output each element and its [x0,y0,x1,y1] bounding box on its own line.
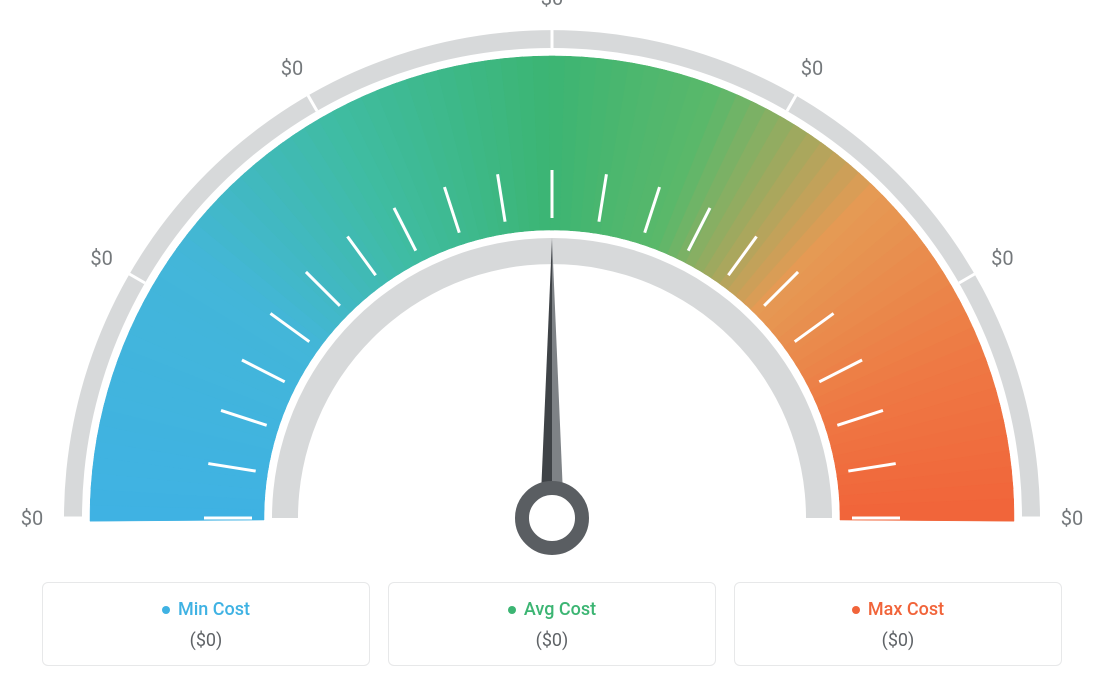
gauge-tick-label: $0 [21,506,43,530]
gauge-chart-container: $0 $0 $0 $0 $0 $0 $0 Min Cost ($0) Avg Cost ($… [0,0,1104,690]
legend-box-avg: Avg Cost ($0) [388,582,716,667]
gauge-tick-label: $0 [801,56,823,80]
legend-dot-min [162,606,170,614]
legend-title-max: Max Cost [852,599,944,620]
legend-title-min: Min Cost [162,599,250,620]
legend-label-min: Min Cost [178,599,250,620]
legend-label-avg: Avg Cost [524,599,596,620]
legend-dot-avg [508,606,516,614]
gauge-tick-label: $0 [991,246,1013,270]
legend-dot-max [852,606,860,614]
gauge-tick-label: $0 [90,246,112,270]
gauge-area: $0 $0 $0 $0 $0 $0 $0 [0,0,1104,560]
gauge-tick-label: $0 [1061,506,1083,530]
legend-row: Min Cost ($0) Avg Cost ($0) Max Cost ($0… [42,582,1062,667]
gauge-svg [0,0,1104,560]
gauge-tick-label: $0 [281,56,303,80]
gauge-tick-label: $0 [541,0,563,10]
legend-value-avg: ($0) [399,630,705,651]
legend-title-avg: Avg Cost [508,599,596,620]
legend-value-max: ($0) [745,630,1051,651]
legend-box-max: Max Cost ($0) [734,582,1062,667]
legend-box-min: Min Cost ($0) [42,582,370,667]
legend-label-max: Max Cost [868,599,944,620]
legend-value-min: ($0) [53,630,359,651]
